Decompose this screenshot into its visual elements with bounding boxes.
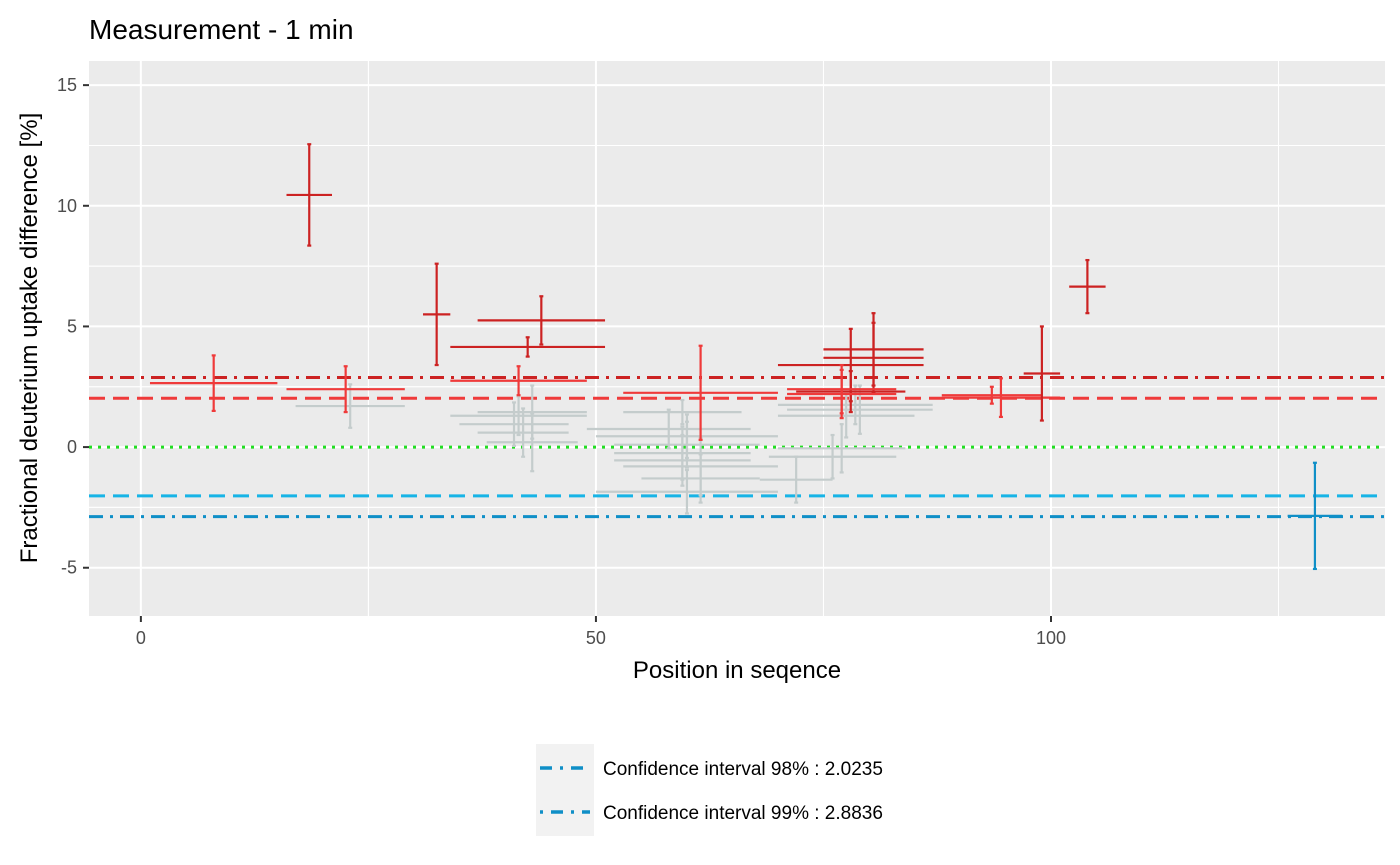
data-point (823, 312, 924, 387)
y-tick-label: 10 (57, 196, 77, 216)
x-tick-label: 50 (586, 628, 606, 648)
data-point (149, 354, 278, 412)
data-point (286, 365, 405, 414)
y-axis-label: Fractional deuterium uptake difference [… (16, 113, 43, 563)
data-point (641, 453, 760, 504)
data-point (759, 455, 833, 504)
data-point (450, 336, 606, 358)
data-point (295, 383, 405, 429)
x-tick-label: 0 (136, 628, 146, 648)
data-point (1023, 325, 1061, 422)
data-point (787, 368, 897, 420)
legend-label-99: Confidence interval 99% : 2.8836 (603, 803, 883, 824)
chart-title: Measurement - 1 min (89, 14, 354, 45)
data-point (623, 344, 778, 441)
legend: Confidence interval 98% : 2.0235 Confide… (536, 744, 883, 836)
legend-key-background (536, 744, 594, 836)
data-point (768, 433, 897, 480)
y-tick-label: 15 (57, 75, 77, 95)
y-tick-label: 5 (67, 316, 77, 336)
data-point (623, 398, 742, 426)
data-points (149, 143, 1343, 571)
data-point (459, 401, 569, 447)
y-tick-label: -5 (61, 558, 77, 578)
data-point (486, 412, 578, 473)
plot-panel (89, 61, 1385, 616)
axes: 0 50 100 -5 0 5 10 15 (57, 75, 1066, 648)
data-point (477, 407, 569, 458)
data-point (1069, 258, 1106, 315)
data-point (614, 433, 751, 487)
data-point (423, 262, 451, 367)
data-point (941, 385, 1042, 405)
y-tick-label: 0 (67, 437, 77, 457)
data-point (595, 468, 778, 515)
reference-lines (89, 376, 1385, 519)
data-point (286, 143, 332, 247)
x-axis-label: Position in seqence (633, 657, 841, 684)
data-point (941, 377, 1061, 419)
x-tick-label: 100 (1036, 628, 1066, 648)
data-point (1287, 461, 1343, 571)
data-point (450, 395, 587, 437)
data-point (777, 423, 906, 474)
data-point (477, 295, 606, 346)
data-point (586, 408, 751, 450)
legend-label-98: Confidence interval 98% : 2.0235 (603, 759, 883, 780)
data-point (450, 365, 587, 397)
